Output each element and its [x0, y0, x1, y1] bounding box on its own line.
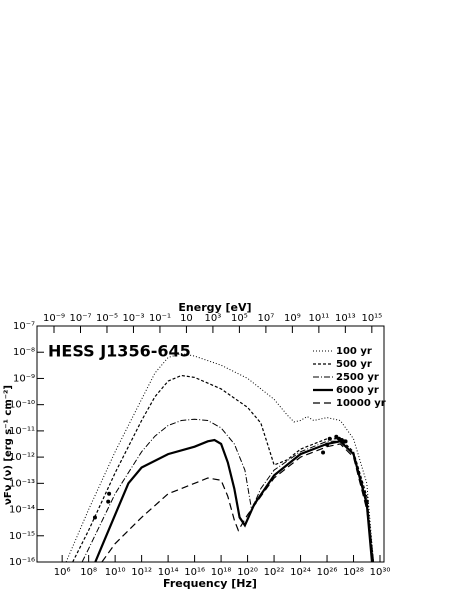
y-tick-label: 10⁻⁸ [13, 347, 35, 358]
x2-tick-label: 10¹⁵ [361, 313, 382, 324]
legend-label: 10000 yr [336, 398, 386, 409]
y-tick-label: 10⁻¹⁰ [9, 400, 35, 411]
x-tick-label: 10²⁸ [343, 567, 364, 578]
data-point [327, 436, 332, 441]
series-line [72, 374, 375, 563]
legend-label: 100 yr [336, 346, 372, 357]
x-axis-label: Frequency [Hz] [163, 577, 257, 590]
legend-label: 6000 yr [336, 385, 379, 396]
data-point [325, 442, 330, 447]
x-tick-label: 10²⁶ [317, 567, 338, 578]
x-tick-label: 10¹⁰ [105, 567, 126, 578]
x-tick-label: 10²⁰ [237, 567, 258, 578]
y-tick-label: 10⁻¹³ [9, 478, 35, 489]
data-point [334, 434, 339, 439]
legend-label: 2500 yr [336, 372, 379, 383]
x2-tick-label: 10⁹ [284, 313, 301, 324]
data-point [343, 439, 348, 444]
x-tick-label: 10¹² [131, 567, 152, 578]
x2-tick-label: 10¹³ [335, 313, 356, 324]
y-tick-label: 10⁻¹⁵ [9, 531, 35, 542]
y-tick-label: 10⁻¹⁴ [9, 505, 35, 516]
x-tick-label: 10³⁰ [370, 567, 391, 578]
y-axis-label: νFν (ν) [erg s⁻¹ cm⁻²] [3, 385, 14, 505]
x-tick-label: 10²² [264, 567, 285, 578]
series-line [65, 352, 374, 563]
x2-tick-label: 10⁻⁷ [69, 313, 91, 324]
x2-tick-label: 10 [180, 313, 193, 324]
x2-axis-label: Energy [eV] [178, 301, 251, 314]
x-tick-label: 10⁶ [54, 567, 71, 578]
data-point [106, 499, 111, 504]
legend-label: 500 yr [336, 359, 372, 370]
x-tick-label: 10⁸ [80, 567, 97, 578]
data-point [92, 515, 97, 520]
y-tick-label: 10⁻¹¹ [9, 426, 35, 437]
x-tick-label: 10²⁴ [290, 567, 311, 578]
data-point [321, 450, 326, 455]
x2-tick-label: 10⁻⁹ [43, 313, 65, 324]
y-tick-label: 10⁻¹⁶ [9, 557, 35, 568]
x2-tick-label: 10³ [205, 313, 222, 324]
x-tick-label: 10¹⁴ [158, 567, 179, 578]
y-tick-label: 10⁻¹² [9, 452, 35, 463]
data-point [364, 499, 369, 504]
series-line [94, 438, 374, 563]
series-line [101, 443, 375, 563]
data-point [107, 491, 112, 496]
x-tick-label: 10¹⁸ [211, 567, 232, 578]
chart-title: HESS J1356-645 [48, 342, 191, 361]
x2-tick-label: 10⁻⁵ [96, 313, 118, 324]
plot-frame [36, 325, 385, 563]
x2-tick-label: 10⁷ [258, 313, 275, 324]
x2-tick-label: 10⁵ [231, 313, 248, 324]
x2-tick-label: 10⁻³ [122, 313, 144, 324]
x-tick-label: 10¹⁶ [184, 567, 205, 578]
y-tick-label: 10⁻⁹ [13, 373, 35, 384]
x2-tick-label: 10⁻¹ [149, 313, 171, 324]
x2-tick-label: 10¹¹ [308, 313, 329, 324]
y-tick-label: 10⁻⁷ [13, 321, 35, 332]
